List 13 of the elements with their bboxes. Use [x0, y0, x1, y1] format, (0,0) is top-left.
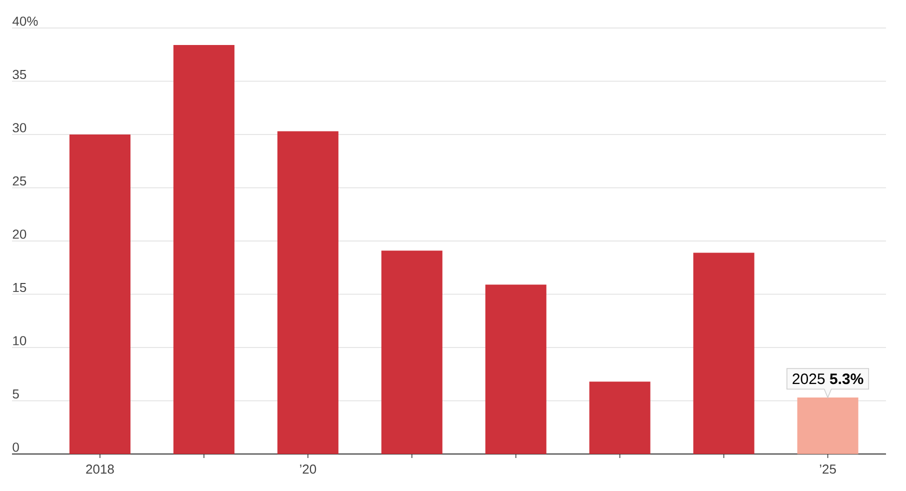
y-tick-label: 25 [12, 176, 26, 186]
y-tick-label: 30 [12, 123, 26, 132]
annotation: 2025 5.3% [792, 374, 864, 384]
y-tick-label: 0 [12, 442, 19, 452]
x-tick-label: ’25 [820, 464, 836, 474]
y-tick-label: 20 [12, 230, 26, 239]
y-tick-label: 10 [13, 336, 26, 346]
y-tick-label: 35 [12, 70, 26, 80]
y-tick-label: 40% [12, 16, 38, 26]
x-tick-label: ’20 [300, 464, 316, 474]
x-tick-label: 2018 [86, 464, 114, 474]
y-tick-label: 5 [12, 389, 19, 399]
y-tick-label: 15 [13, 282, 26, 292]
